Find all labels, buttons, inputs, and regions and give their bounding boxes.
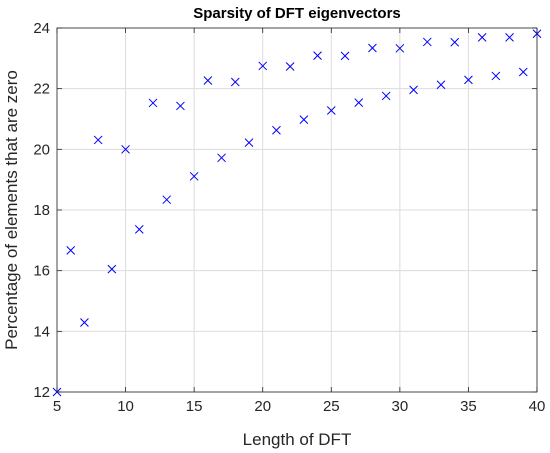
chart-title: Sparsity of DFT eigenvectors xyxy=(193,5,401,22)
data-point xyxy=(80,318,89,327)
y-tick-label: 18 xyxy=(33,202,50,219)
axis-ticks: 5 10 15 20 25 30 35 40 12 14 16 18 20 22 24 xyxy=(33,20,545,415)
data-point xyxy=(66,245,76,255)
y-tick-label: 24 xyxy=(33,20,50,37)
y-tick-label: 22 xyxy=(33,81,50,98)
data-point xyxy=(436,80,446,90)
x-tick-label: 20 xyxy=(254,398,271,415)
y-tick-label: 14 xyxy=(33,323,50,340)
data-point xyxy=(409,85,418,95)
data-point xyxy=(258,61,268,71)
data-point xyxy=(189,171,199,181)
data-point xyxy=(518,67,528,77)
data-point xyxy=(477,33,487,42)
data-point xyxy=(340,51,350,61)
data-point xyxy=(203,76,213,85)
data-point xyxy=(230,77,240,87)
data-point xyxy=(162,195,172,205)
data-point xyxy=(505,33,514,42)
data-point xyxy=(217,153,226,163)
x-tick-label: 5 xyxy=(53,398,61,415)
data-point xyxy=(107,264,117,274)
data-point xyxy=(395,43,405,53)
data-point xyxy=(176,101,185,111)
data-point xyxy=(134,225,144,234)
data-point xyxy=(354,98,364,107)
data-point xyxy=(450,37,460,47)
data-point xyxy=(464,75,473,85)
x-tick-label: 15 xyxy=(186,398,203,415)
data-point xyxy=(326,106,336,115)
x-axis-label: Length of DFT xyxy=(243,430,352,449)
data-point xyxy=(299,115,309,124)
data-point xyxy=(422,37,432,47)
data-point xyxy=(285,62,295,71)
y-tick-label: 12 xyxy=(33,384,50,401)
x-tick-label: 40 xyxy=(529,398,546,415)
plot-border xyxy=(56,27,538,393)
data-point xyxy=(121,144,130,154)
data-point xyxy=(381,91,391,101)
data-points xyxy=(52,29,542,397)
data-point xyxy=(93,135,103,145)
x-tick-label: 30 xyxy=(392,398,409,415)
y-tick-label: 20 xyxy=(33,141,50,158)
data-point xyxy=(491,71,501,81)
data-point xyxy=(313,51,322,60)
x-tick-label: 25 xyxy=(323,398,340,415)
x-tick-label: 10 xyxy=(117,398,134,415)
data-point xyxy=(148,98,158,108)
y-axis-label: Percentage of elements that are zero xyxy=(2,70,21,350)
x-tick-label: 35 xyxy=(460,398,477,415)
data-point xyxy=(368,43,377,53)
y-tick-label: 16 xyxy=(33,263,50,280)
data-point xyxy=(244,138,254,148)
data-point xyxy=(272,125,281,135)
